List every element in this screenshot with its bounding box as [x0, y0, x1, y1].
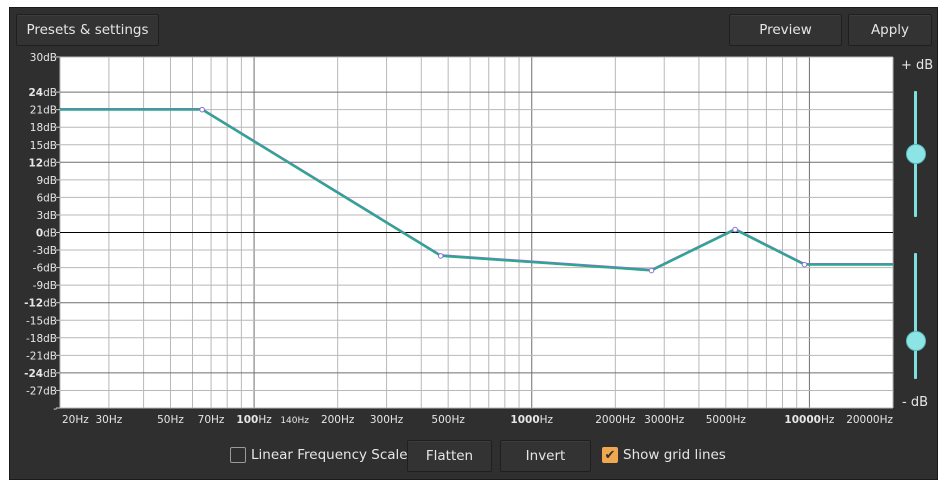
eq-control-point [199, 106, 205, 113]
db-tick-label: -6dB [33, 263, 57, 275]
db-tick-label: -9dB [33, 280, 57, 292]
hz-tick-label: 70Hz [198, 414, 225, 426]
hz-tick-label: 1000Hz [510, 414, 553, 426]
hz-tick-label: 50Hz [157, 414, 184, 426]
hz-tick-label: 500Hz [431, 414, 465, 426]
eq-control-point [732, 226, 738, 233]
eq-control-point [801, 261, 808, 268]
hz-tick-label: 2000Hz [595, 414, 636, 426]
plus-db-label: + dB [901, 58, 934, 73]
invert-button[interactable]: Invert [500, 440, 591, 472]
db-tick-label: -3dB [33, 245, 57, 257]
hz-tick-label: 5000Hz [706, 414, 747, 426]
apply-button[interactable]: Apply [848, 14, 932, 46]
db-tick-label: -24dB [24, 368, 57, 380]
linear-frequency-checkbox[interactable] [230, 447, 246, 463]
db-tick-label: -15dB [26, 315, 57, 327]
db-tick-label: -21dB [26, 350, 57, 362]
db-tick-label: 9dB [36, 175, 57, 187]
flatten-button[interactable]: Flatten [407, 440, 492, 472]
equalizer-window: Presets & settings Preview Apply 30dB 24d… [9, 7, 938, 480]
db-tick-label: 18dB [30, 122, 57, 134]
hz-tick-label: 10000Hz [784, 414, 834, 426]
db-tick-label: - [53, 403, 57, 415]
db-tick-label: -27dB [26, 385, 57, 397]
db-tick-label: 0dB [36, 228, 57, 240]
hz-tick-label: 140Hz [280, 416, 309, 426]
show-grid-label: Show grid lines [623, 447, 726, 463]
hz-tick-label: 30Hz [96, 414, 123, 426]
eq-curve-plot[interactable]: 30dB 24dB 21dB 18dB 15dB 12dB 9dB 6dB 3dB 0dB -3dB… [10, 8, 939, 481]
show-grid-checkbox[interactable]: ✔ [602, 447, 618, 463]
db-tick-label: 12dB [29, 157, 58, 169]
hz-tick-label: 300Hz [370, 414, 404, 426]
eq-control-point [648, 267, 655, 274]
db-tick-label: 30dB [30, 52, 57, 64]
hz-tick-label: 20Hz [62, 414, 89, 426]
db-tick-label: -18dB [26, 333, 57, 345]
eq-control-point [437, 253, 444, 259]
preview-button[interactable]: Preview [729, 14, 842, 46]
show-grid-lines-toggle[interactable]: ✔ Show grid lines [602, 447, 726, 463]
db-tick-label: 21dB [30, 105, 57, 117]
minus-db-label: - dB [902, 395, 928, 410]
upper-range-slider-handle[interactable] [906, 144, 926, 164]
presets-settings-button[interactable]: Presets & settings [16, 14, 159, 46]
db-tick-label: 6dB [36, 192, 57, 204]
lower-range-slider-track[interactable] [914, 253, 917, 379]
linear-frequency-label: Linear Frequency Scale [251, 447, 408, 463]
hz-tick-label: 200Hz [321, 414, 355, 426]
hz-tick-label: 20000Hz [846, 414, 893, 426]
eq-graph-area: 30dB 24dB 21dB 18dB 15dB 12dB 9dB 6dB 3dB 0dB -3dB… [10, 8, 939, 481]
bottom-controls: Linear Frequency Scale Flatten Invert ✔ … [10, 440, 939, 474]
hz-tick-label: 3000Hz [644, 414, 685, 426]
lower-range-slider-handle[interactable] [906, 331, 926, 352]
db-tick-label: -12dB [24, 298, 57, 310]
linear-frequency-scale-toggle[interactable]: Linear Frequency Scale [230, 447, 408, 463]
db-tick-label: 24dB [29, 87, 58, 99]
hz-tick-label: 100Hz [236, 414, 272, 426]
db-tick-label: 15dB [30, 140, 57, 152]
db-tick-label: 3dB [36, 210, 57, 222]
